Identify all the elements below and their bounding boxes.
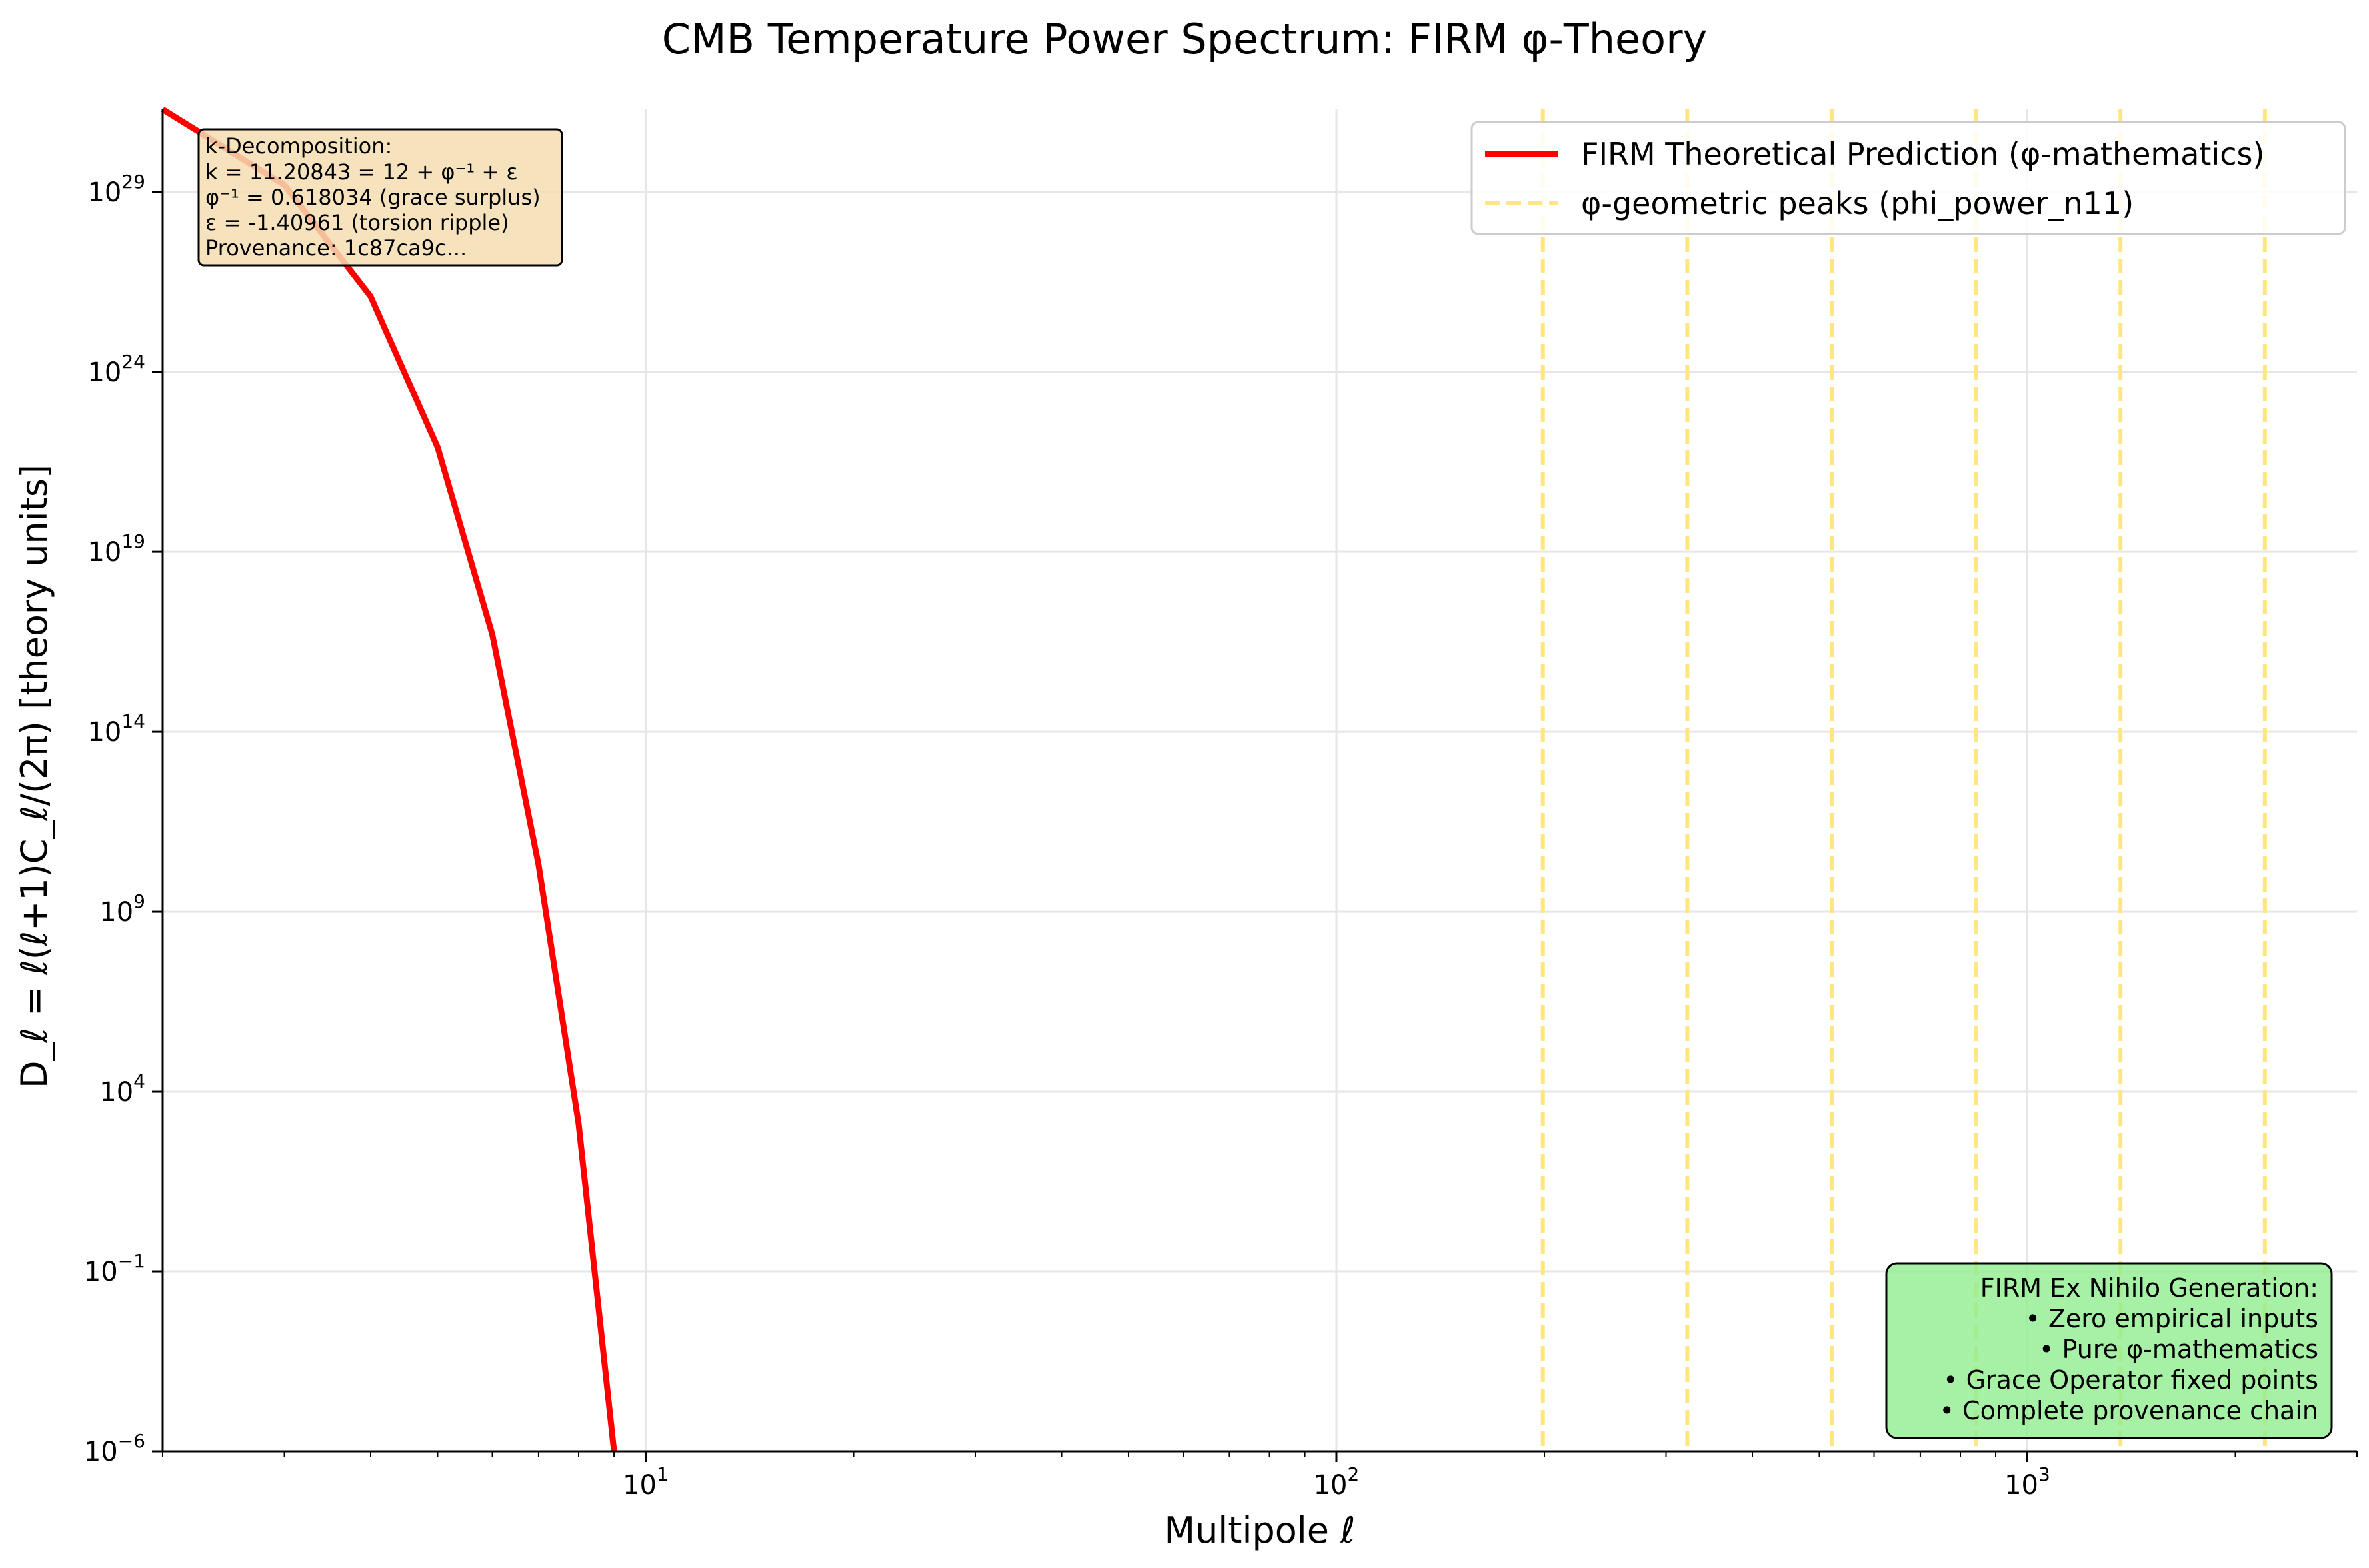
x-tick-label: 101: [623, 1463, 669, 1501]
generation-box: [1885, 1262, 2333, 1439]
generation-line: • Pure φ-mathematics: [2039, 1335, 2318, 1364]
legend-frame: [1470, 121, 2346, 235]
x-axis-label: Multipole ℓ: [1164, 1509, 1355, 1551]
legend-entry-peaks: φ-geometric peaks (phi_power_n11): [1581, 185, 2134, 221]
y-tick-label: 104: [99, 1070, 145, 1108]
grid-lines: [163, 109, 2357, 1453]
y-tick-label: 1014: [87, 710, 145, 748]
y-tick-label: 1019: [87, 530, 145, 568]
y-axis-ticks: 10−6 10−1 104 109 1014 1019 1024 1029: [84, 171, 163, 1467]
legend-entry-firm: FIRM Theoretical Prediction (φ-mathemati…: [1581, 136, 2264, 172]
plot-area: [161, 107, 2267, 1452]
decomposition-line: k-Decomposition:: [205, 133, 392, 159]
generation-line: • Grace Operator fixed points: [1943, 1365, 2318, 1395]
decomposition-annotation: k-Decomposition: k = 11.20843 = 12 + φ⁻¹…: [197, 128, 563, 267]
x-axis-ticks: 101 102 103: [162, 1451, 2358, 1501]
decomposition-line: ε = -1.40961 (torsion ripple): [205, 210, 509, 235]
decomposition-line: k = 11.20843 = 12 + φ⁻¹ + ε: [205, 159, 518, 185]
y-tick-label: 10−6: [84, 1430, 145, 1467]
x-tick-label: 103: [2004, 1463, 2050, 1501]
chart-title: CMB Temperature Power Spectrum: FIRM φ-T…: [662, 15, 1708, 63]
y-axis-label: D_ℓ = ℓ(ℓ+1)C_ℓ/(2π) [theory units]: [13, 464, 55, 1088]
generation-line: FIRM Ex Nihilo Generation:: [1980, 1273, 2318, 1303]
x-tick-label: 102: [1314, 1463, 1360, 1501]
generation-annotation: FIRM Ex Nihilo Generation: • Zero empiri…: [1885, 1262, 2333, 1439]
decomposition-line: φ⁻¹ = 0.618034 (grace surplus): [205, 185, 541, 210]
decomposition-box: [197, 128, 563, 267]
generation-line: • Complete provenance chain: [1940, 1396, 2318, 1425]
legend: FIRM Theoretical Prediction (φ-mathemati…: [1470, 121, 2346, 235]
series-line-firm-prediction: [161, 107, 617, 1452]
y-tick-label: 109: [99, 890, 145, 928]
y-tick-label: 10−1: [84, 1250, 145, 1287]
generation-line: • Zero empirical inputs: [2025, 1304, 2318, 1333]
y-tick-label: 1029: [87, 171, 145, 208]
decomposition-line: Provenance: 1c87ca9c...: [205, 235, 467, 261]
y-tick-label: 1024: [87, 351, 145, 388]
